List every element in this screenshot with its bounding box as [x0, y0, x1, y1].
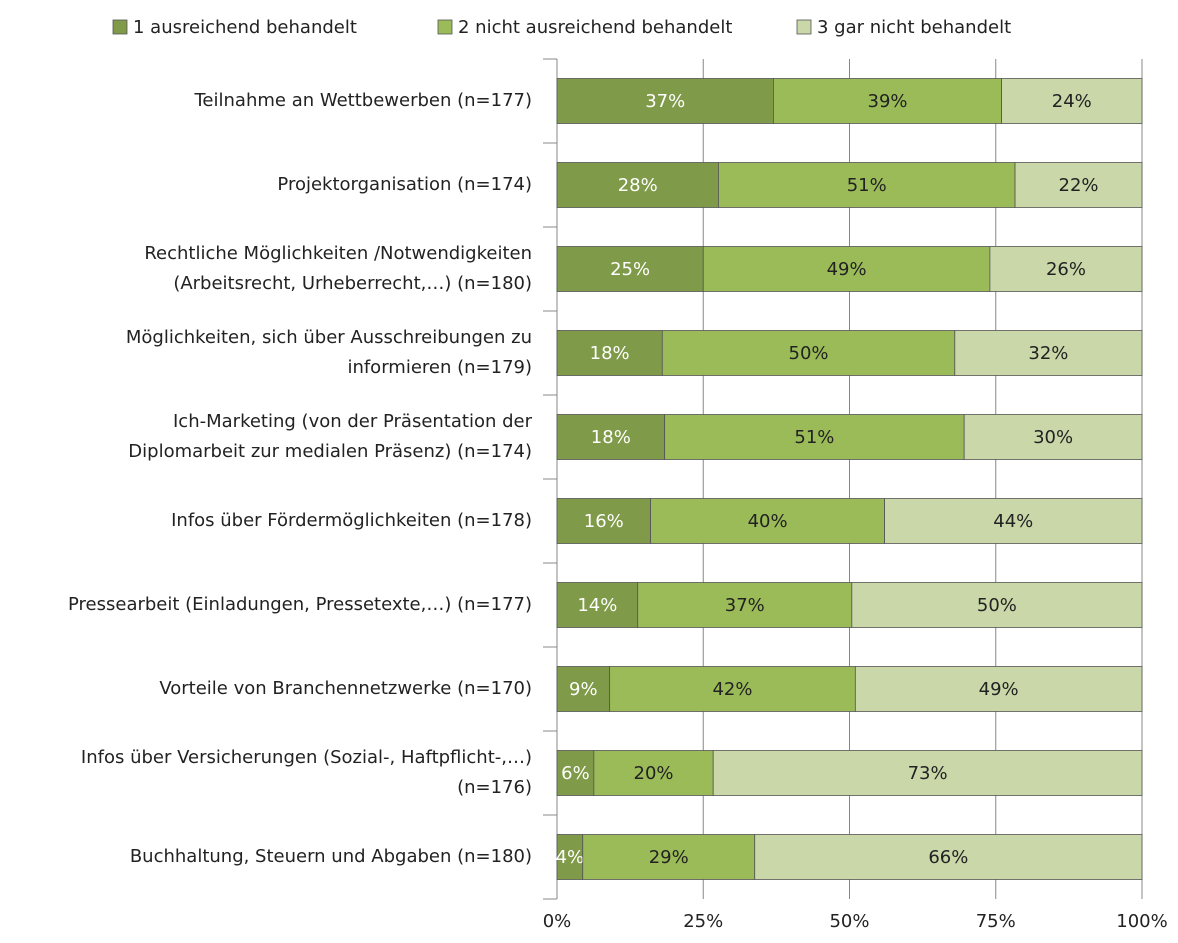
x-tick-label: 50%	[829, 911, 869, 932]
bar-segment	[556, 834, 584, 880]
data-label: 49%	[979, 679, 1019, 700]
data-label: 51%	[794, 427, 834, 448]
bar-segment	[963, 414, 1143, 460]
data-label: 9%	[569, 679, 598, 700]
bar-segment	[593, 750, 714, 796]
bar-segment	[556, 330, 663, 376]
data-label: 32%	[1028, 343, 1068, 364]
data-label: 16%	[584, 511, 624, 532]
y-tick-label: informieren (n=179)	[347, 357, 532, 378]
x-tick-label: 0%	[543, 911, 572, 932]
data-label: 42%	[712, 679, 752, 700]
bar-segment	[1001, 78, 1143, 124]
data-label: 6%	[561, 763, 590, 784]
bar-segment	[556, 78, 774, 124]
bar-segment	[556, 666, 611, 712]
bar-segment	[556, 582, 639, 628]
x-tick-label: 100%	[1116, 911, 1167, 932]
bar-segment	[556, 414, 666, 460]
legend-swatch	[796, 19, 812, 35]
data-label: 18%	[591, 427, 631, 448]
data-label: 28%	[618, 175, 658, 196]
x-tick-label: 25%	[683, 911, 723, 932]
bar-segment	[989, 246, 1143, 292]
data-label: 73%	[908, 763, 948, 784]
data-label: 50%	[977, 595, 1017, 616]
legend-label: 1 ausreichend behandelt	[133, 17, 357, 38]
bar-segment	[712, 750, 1143, 796]
y-tick-label: Teilnahme an Wettbewerben (n=177)	[194, 90, 533, 111]
data-label: 49%	[827, 259, 867, 280]
x-tick-label: 75%	[976, 911, 1016, 932]
data-label: 30%	[1033, 427, 1073, 448]
data-label: 44%	[993, 511, 1033, 532]
bar-segment	[702, 246, 991, 292]
bar-segment	[556, 162, 719, 208]
y-tick-label: Ich-Marketing (von der Präsentation der	[173, 411, 533, 432]
data-label: 50%	[789, 343, 829, 364]
legend-label: 2 nicht ausreichend behandelt	[458, 17, 732, 38]
legend-swatch	[437, 19, 453, 35]
legend-swatch	[112, 19, 128, 35]
data-label: 25%	[610, 259, 650, 280]
bar-segment	[556, 498, 651, 544]
y-tick-label: Rechtliche Möglichkeiten /Notwendigkeite…	[144, 243, 532, 264]
data-label: 51%	[847, 175, 887, 196]
bar-segment	[773, 78, 1003, 124]
bar-segment	[884, 498, 1143, 544]
bar-segment	[851, 582, 1143, 628]
data-label: 22%	[1059, 175, 1099, 196]
data-label: 4%	[556, 847, 585, 868]
data-label: 18%	[590, 343, 630, 364]
data-label: 39%	[868, 91, 908, 112]
data-label: 37%	[645, 91, 685, 112]
data-label: 29%	[649, 847, 689, 868]
y-tick-label: Vorteile von Branchennetzwerke (n=170)	[159, 678, 532, 699]
data-label: 66%	[928, 847, 968, 868]
bar-segment	[556, 246, 704, 292]
bar-segment	[718, 162, 1016, 208]
data-label: 24%	[1052, 91, 1092, 112]
y-tick-label: Möglichkeiten, sich über Ausschreibungen…	[126, 327, 532, 348]
data-label: 20%	[634, 763, 674, 784]
bar-segment	[661, 330, 956, 376]
data-label: 26%	[1046, 259, 1086, 280]
bar-segment	[754, 834, 1143, 880]
y-tick-label: Diplomarbeit zur medialen Präsenz) (n=17…	[128, 441, 532, 462]
data-label: 37%	[725, 595, 765, 616]
y-tick-label: (Arbeitsrecht, Urheberrecht,…) (n=180)	[173, 273, 532, 294]
bar-segment	[609, 666, 856, 712]
y-tick-label: (n=176)	[457, 777, 532, 798]
bar-segment	[954, 330, 1143, 376]
bar-segment	[854, 666, 1143, 712]
bar-segment	[650, 498, 885, 544]
legend-label: 3 gar nicht behandelt	[817, 17, 1011, 38]
y-tick-label: Pressearbeit (Einladungen, Pressetexte,……	[68, 594, 532, 615]
y-tick-label: Buchhaltung, Steuern und Abgaben (n=180)	[130, 846, 532, 867]
y-tick-label: Projektorganisation (n=174)	[277, 174, 532, 195]
bar-segment	[637, 582, 853, 628]
data-label: 14%	[577, 595, 617, 616]
y-tick-label: Infos über Fördermöglichkeiten (n=178)	[171, 510, 532, 531]
bar-segment	[1014, 162, 1143, 208]
data-label: 40%	[748, 511, 788, 532]
y-tick-label: Infos über Versicherungen (Sozial-, Haft…	[81, 747, 532, 768]
bar-segment	[664, 414, 965, 460]
